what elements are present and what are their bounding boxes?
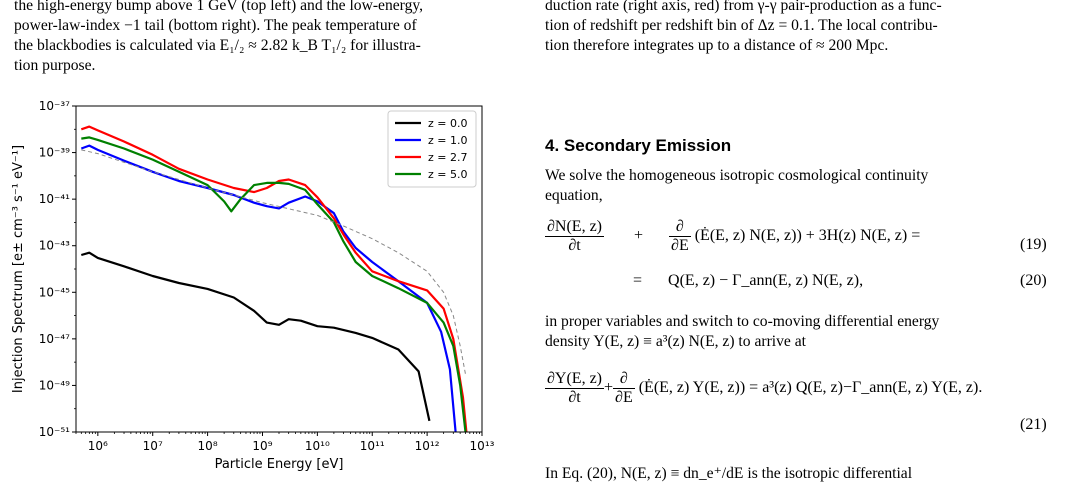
eq19-deriv: ∂ ∂E [669,218,691,255]
legend-label: z = 2.7 [428,151,467,164]
right-caption-line-1: duction rate (right axis, red) from γ-γ … [545,0,942,14]
intro-line-2: equation, [545,187,603,204]
x-tick-label: 10⁷ [143,439,163,453]
intro-line-1: We solve the homogeneous isotropic cosmo… [545,167,929,184]
series-line-3 [81,136,467,432]
legend-box [387,110,477,188]
x-tick-label: 10¹⁰ [305,439,330,453]
mid-line-2: density Y(E, z) ≡ a³(z) N(E, z) to arriv… [545,333,806,350]
right-caption-line-2: tion of redshift per redshift bin of Δz … [545,17,938,34]
eq19-lhs: ∂N(E, z) ∂t [545,218,604,255]
y-tick-label: 10⁻³⁷ [39,99,70,113]
eq21-rest: (Ė(E, z) Y(E, z)) = a³(z) Q(E, z)−Γ_ann(… [638,379,983,397]
eq21-deriv-den: ∂E [615,389,633,406]
eq19-number: (19) [1020,236,1047,253]
eq19-rest: (Ė(E, z) N(E, z)) + 3H(z) N(E, z) = [694,227,921,245]
x-tick-label: 10¹³ [470,439,495,453]
x-axis-label: Particle Energy [eV] [215,457,344,472]
y-tick-label: 10⁻⁵¹ [39,425,70,439]
section-mid-text: in proper variables and switch to co-mov… [545,312,1055,352]
y-tick-label: 10⁻³⁹ [39,146,70,160]
eq19-deriv-num: ∂ [669,218,691,237]
section-last-line: In Eq. (20), N(E, z) ≡ dn_e⁺/dE is the i… [545,465,913,482]
series-line-0 [80,251,431,422]
section-heading: 4. Secondary Emission [545,136,732,155]
equation-20: = Q(E, z) − Γ_ann(E, z) N(E, z), [633,272,863,290]
x-tick-label: 10⁶ [88,439,108,453]
equation-21: ∂Y(E, z) ∂t + ∂ ∂E (Ė(E, z) Y(E, z)) = a… [545,370,983,407]
injection-spectrum-chart: 10⁶ 10⁷ 10⁸ 10⁹ 10¹⁰ 10¹¹ 10¹² 10¹³ 10⁻⁵¹ 10⁻⁴⁹ 10… [11,99,495,472]
x-tick-label: 10⁸ [198,439,218,453]
eq20-equals: = [633,272,643,289]
left-caption-line-3: the blackbodies is calculated via E₁/₂ ≈… [14,37,421,54]
eq19-lhs-den: ∂t [568,237,581,254]
eq21-deriv: ∂ ∂E [613,370,635,407]
equation-19: ∂N(E, z) ∂t + ∂ ∂E (Ė(E, z) N(E, z)) + 3… [545,218,920,255]
mid-line-1: in proper variables and switch to co-mov… [545,313,940,330]
left-caption-line-1: the high-energy bump above 1 GeV (top le… [14,0,424,14]
eq21-lhs-den: ∂t [568,389,581,406]
eq19-plus: + [634,227,644,245]
x-tick-label: 10⁹ [252,439,272,453]
legend-label: z = 5.0 [428,168,467,181]
right-caption: duction rate (right axis, red) from γ-γ … [545,0,1055,56]
eq21-deriv-num: ∂ [613,370,635,389]
eq21-number: (21) [1020,416,1047,433]
eq19-deriv-den: ∂E [671,237,689,254]
series-line-1 [80,144,457,432]
series-reference-dashed-line [81,149,466,375]
y-tick-label: 10⁻⁴³ [39,239,70,253]
eq20-rest: Q(E, z) − Γ_ann(E, z) N(E, z), [668,272,864,289]
y-tick-label: 10⁻⁴¹ [39,192,70,206]
right-caption-line-3: tion therefore integrates up to a distan… [545,37,889,54]
x-tick-label: 10¹¹ [360,439,385,453]
left-caption-line-2: power-law-index −1 tail (bottom right). … [14,17,417,34]
y-tick-label: 10⁻⁴⁷ [39,332,70,346]
eq19-lhs-num: ∂N(E, z) [545,218,604,237]
section-intro: We solve the homogeneous isotropic cosmo… [545,166,1055,206]
left-caption-line-4: tion purpose. [14,57,96,74]
x-tick-label: 10¹² [415,439,440,453]
eq21-lhs-num: ∂Y(E, z) [545,370,604,389]
legend-label: z = 0.0 [428,117,467,130]
left-caption: the high-energy bump above 1 GeV (top le… [14,0,510,76]
eq20-number: (20) [1020,272,1047,289]
y-axis-label: Injection Spectrum [e± cm⁻³ s⁻¹ eV⁻¹] [11,145,26,393]
legend-label: z = 1.0 [428,134,467,147]
eq21-lhs: ∂Y(E, z) ∂t [545,370,604,407]
series-line-2 [80,125,468,432]
y-tick-label: 10⁻⁴⁵ [39,285,70,299]
y-tick-label: 10⁻⁴⁹ [39,378,70,392]
